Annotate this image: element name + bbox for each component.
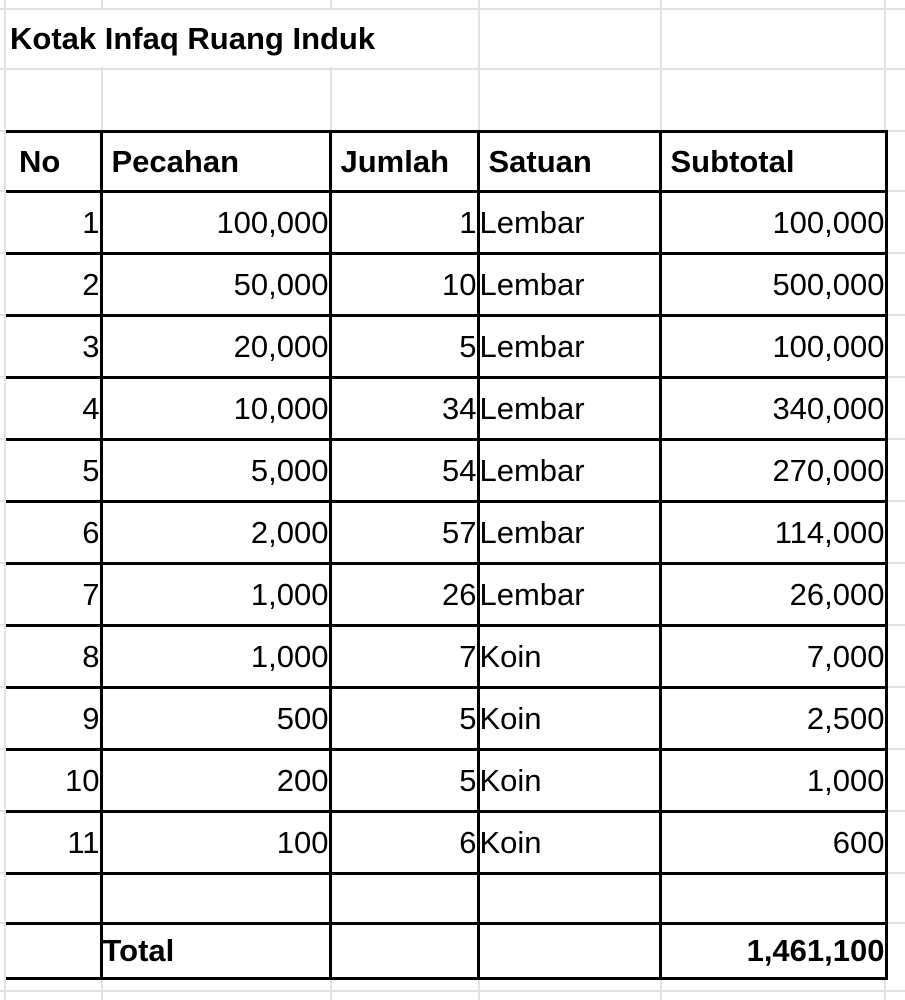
cell-no[interactable]: 2: [6, 252, 103, 317]
cell-pecahan[interactable]: 100,000: [99, 190, 332, 255]
cell-empty[interactable]: [6, 872, 103, 925]
cell-satuan[interactable]: Lembar: [476, 376, 662, 441]
cell-satuan[interactable]: Lembar: [476, 438, 662, 503]
cell-subtotal[interactable]: 7,000: [658, 624, 888, 689]
cell-no[interactable]: 9: [6, 686, 103, 751]
header-no[interactable]: No: [6, 130, 103, 193]
empty-row: [6, 872, 888, 925]
cell-pecahan[interactable]: 10,000: [99, 376, 332, 441]
total-value-cell[interactable]: 1,461,100: [658, 922, 888, 980]
cell-pecahan[interactable]: 200: [99, 748, 332, 813]
cell-pecahan[interactable]: 1,000: [99, 562, 332, 627]
cell-subtotal[interactable]: 500,000: [658, 252, 888, 317]
cell-jumlah[interactable]: 7: [328, 624, 480, 689]
cell-satuan[interactable]: Koin: [476, 810, 662, 875]
cell-jumlah[interactable]: 6: [328, 810, 480, 875]
cell-satuan[interactable]: Koin: [476, 686, 662, 751]
table-row: 1 100,000 1 Lembar 100,000: [6, 190, 888, 255]
cell-no[interactable]: 10: [6, 748, 103, 813]
cell-no[interactable]: 6: [6, 500, 103, 565]
cell-jumlah[interactable]: 57: [328, 500, 480, 565]
cell-subtotal[interactable]: 114,000: [658, 500, 888, 565]
cell-no[interactable]: 7: [6, 562, 103, 627]
cell-empty[interactable]: [328, 872, 480, 925]
sheet-title-cell[interactable]: Kotak Infaq Ruang Induk: [6, 10, 477, 67]
cell-satuan[interactable]: Lembar: [476, 252, 662, 317]
cell-pecahan[interactable]: 2,000: [99, 500, 332, 565]
cell-no[interactable]: 5: [6, 438, 103, 503]
gridline: [0, 68, 905, 70]
table-row: 6 2,000 57 Lembar 114,000: [6, 500, 888, 565]
cell-subtotal[interactable]: 600: [658, 810, 888, 875]
cell-satuan[interactable]: Lembar: [476, 500, 662, 565]
cell-subtotal[interactable]: 270,000: [658, 438, 888, 503]
header-jumlah[interactable]: Jumlah: [328, 130, 480, 193]
table-row: 2 50,000 10 Lembar 500,000: [6, 252, 888, 317]
table-row: 8 1,000 7 Koin 7,000: [6, 624, 888, 689]
cell-subtotal[interactable]: 2,500: [658, 686, 888, 751]
cell-satuan[interactable]: Lembar: [476, 190, 662, 255]
cell-pecahan[interactable]: 1,000: [99, 624, 332, 689]
header-subtotal[interactable]: Subtotal: [658, 130, 888, 193]
cell-jumlah[interactable]: 5: [328, 748, 480, 813]
cell-pecahan[interactable]: 20,000: [99, 314, 332, 379]
sheet-title: Kotak Infaq Ruang Induk: [10, 20, 376, 56]
cell-pecahan[interactable]: 50,000: [99, 252, 332, 317]
cell-jumlah[interactable]: 5: [328, 686, 480, 751]
table-row: 11 100 6 Koin 600: [6, 810, 888, 875]
cell-satuan[interactable]: Koin: [476, 624, 662, 689]
cell-jumlah[interactable]: 54: [328, 438, 480, 503]
cell-no[interactable]: 4: [6, 376, 103, 441]
header-satuan[interactable]: Satuan: [476, 130, 662, 193]
cell-no[interactable]: 3: [6, 314, 103, 379]
cell-satuan[interactable]: Lembar: [476, 314, 662, 379]
gridline: [4, 0, 6, 1000]
header-row: No Pecahan Jumlah Satuan Subtotal: [6, 130, 888, 193]
gridline: [0, 8, 905, 10]
infaq-table: No Pecahan Jumlah Satuan Subtotal 1 100,…: [6, 130, 888, 980]
table-row: 3 20,000 5 Lembar 100,000: [6, 314, 888, 379]
cell-subtotal[interactable]: 100,000: [658, 314, 888, 379]
table-row: 5 5,000 54 Lembar 270,000: [6, 438, 888, 503]
cell-empty[interactable]: [99, 872, 332, 925]
cell-subtotal[interactable]: 1,000: [658, 748, 888, 813]
cell-empty[interactable]: [328, 922, 480, 980]
cell-no[interactable]: 11: [6, 810, 103, 875]
gridline: [0, 990, 905, 992]
table-row: 4 10,000 34 Lembar 340,000: [6, 376, 888, 441]
cell-satuan[interactable]: Lembar: [476, 562, 662, 627]
cell-subtotal[interactable]: 100,000: [658, 190, 888, 255]
cell-empty[interactable]: [658, 872, 888, 925]
table-row: 10 200 5 Koin 1,000: [6, 748, 888, 813]
cell-empty[interactable]: [6, 922, 103, 980]
cell-jumlah[interactable]: 26: [328, 562, 480, 627]
cell-no[interactable]: 1: [6, 190, 103, 255]
table-row: 9 500 5 Koin 2,500: [6, 686, 888, 751]
cell-empty[interactable]: [476, 922, 662, 980]
cell-empty[interactable]: [476, 872, 662, 925]
cell-jumlah[interactable]: 10: [328, 252, 480, 317]
cell-jumlah[interactable]: 5: [328, 314, 480, 379]
cell-no[interactable]: 8: [6, 624, 103, 689]
table-row: 7 1,000 26 Lembar 26,000: [6, 562, 888, 627]
total-row: Total 1,461,100: [6, 922, 888, 980]
cell-pecahan[interactable]: 5,000: [99, 438, 332, 503]
cell-jumlah[interactable]: 34: [328, 376, 480, 441]
cell-pecahan[interactable]: 100: [99, 810, 332, 875]
cell-pecahan[interactable]: 500: [99, 686, 332, 751]
total-label-cell[interactable]: Total: [99, 922, 332, 980]
header-pecahan[interactable]: Pecahan: [99, 130, 332, 193]
cell-subtotal[interactable]: 340,000: [658, 376, 888, 441]
cell-satuan[interactable]: Koin: [476, 748, 662, 813]
cell-subtotal[interactable]: 26,000: [658, 562, 888, 627]
cell-jumlah[interactable]: 1: [328, 190, 480, 255]
